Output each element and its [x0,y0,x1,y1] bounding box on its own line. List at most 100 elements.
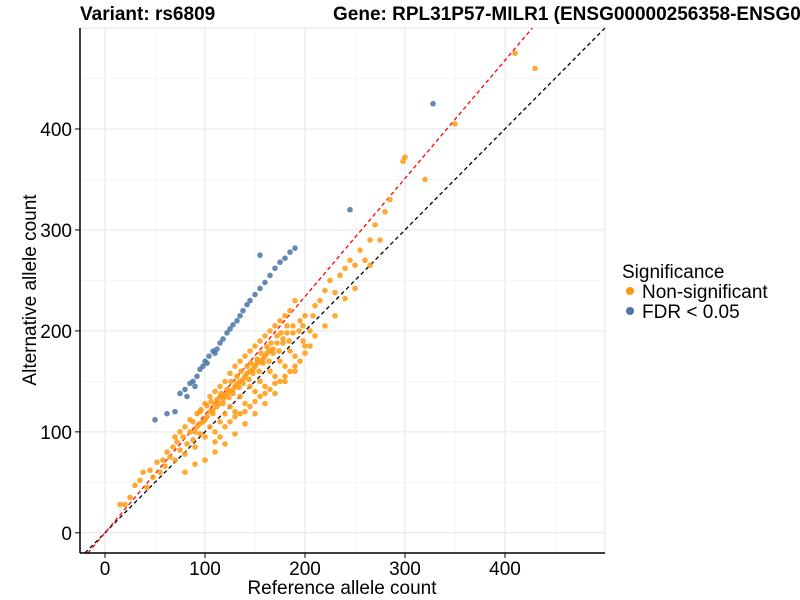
data-point [192,461,198,467]
data-point [382,208,388,215]
data-point [237,410,243,417]
data-point [177,429,183,435]
data-point [247,383,253,390]
data-point [228,378,234,385]
data-point [274,340,280,346]
data-point [342,265,348,272]
data-point [292,245,298,251]
data-point [192,383,198,390]
data-point [204,360,210,366]
data-point [302,350,308,356]
data-point [276,348,282,354]
data-point [132,482,138,489]
data-point [262,353,268,359]
data-point [322,323,328,329]
data-point [207,393,213,400]
data-point [337,272,343,279]
data-point [224,330,230,336]
data-point [272,265,278,272]
data-point [140,469,146,476]
data-point [242,353,248,359]
data-point [267,272,273,279]
data-point [532,65,538,72]
data-point [217,340,223,346]
data-point [280,336,286,342]
data-point [312,302,318,309]
data-point [282,363,288,370]
data-point [182,423,188,430]
data-point [266,358,272,364]
data-point [332,289,338,296]
data-point [290,323,296,329]
data-point [217,418,223,425]
data-point [257,252,263,258]
data-point [264,344,270,350]
data-point [237,358,243,364]
data-point [207,423,213,430]
data-point [262,400,268,407]
x-axis-label: Reference allele count [247,578,437,599]
data-point [262,279,268,286]
data-point [257,285,263,292]
data-point [367,262,373,269]
x-ticks: 0 100 200 300 400 [100,553,521,580]
data-point [252,388,258,395]
data-point [154,459,160,465]
data-point [198,406,204,413]
data-point [292,297,298,304]
data-point [292,353,298,359]
data-point [172,408,178,415]
data-point [277,378,283,385]
data-point [152,416,158,423]
data-point [217,434,223,440]
series-fdr [152,100,436,423]
legend-title: Significance [622,262,724,283]
data-point [286,338,292,344]
data-point [182,451,188,457]
data-point [220,336,226,342]
data-point [237,312,243,319]
data-point [312,333,318,339]
data-point [347,206,353,213]
data-point [206,353,212,359]
y-tick-label: 0 [61,524,72,545]
data-point [242,373,248,380]
data-point [202,457,208,463]
data-point [170,444,176,450]
data-point [262,390,268,397]
data-point [277,259,283,266]
data-point [192,429,198,435]
data-point [247,297,253,304]
data-point [317,297,323,304]
legend-swatch-non-significant [626,287,634,295]
data-point [197,420,203,427]
data-point [217,383,223,390]
data-point [252,291,258,298]
data-point [216,400,222,407]
data-point [150,474,156,481]
data-point [300,338,306,344]
data-point [377,237,383,243]
reference-line-identity [84,27,606,554]
data-point [194,373,200,380]
data-point [212,400,218,407]
data-point [177,390,183,397]
data-point [212,350,218,356]
grid-lines [80,27,606,553]
y-tick-label: 100 [40,423,72,444]
data-point [177,447,183,453]
data-point [297,317,303,324]
data-point [342,295,348,302]
data-point [284,330,290,336]
data-point [207,408,213,415]
data-point [212,439,218,445]
data-point [127,494,133,501]
data-point [257,338,263,344]
data-point [244,363,250,370]
data-point [296,328,302,334]
legend-swatch-fdr [626,307,634,315]
data-point [240,380,246,387]
data-point [204,402,210,409]
legend-label-fdr: FDR < 0.05 [642,302,740,323]
data-point [187,416,193,423]
